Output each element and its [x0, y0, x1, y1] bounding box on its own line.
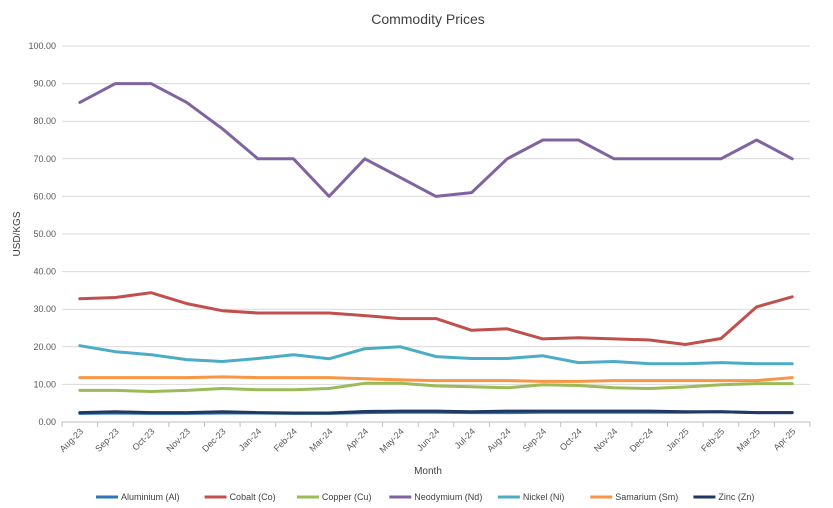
y-tick-label: 0.00	[38, 417, 56, 427]
legend-item: Copper (Cu)	[296, 492, 372, 502]
legend-label: Cobalt (Co)	[230, 492, 276, 502]
legend-item: Aluminium (Al)	[96, 492, 180, 502]
legend-label: Aluminium (Al)	[121, 492, 180, 502]
y-axis-label: USD/KGS	[12, 211, 23, 256]
x-axis-label: Month	[414, 466, 442, 477]
y-tick-label: 20.00	[33, 342, 56, 352]
series-line	[78, 344, 794, 366]
legend: Aluminium (Al) Cobalt (Co) Copper (Cu) Neod…	[96, 492, 754, 502]
legend-label: Nickel (Ni)	[523, 492, 565, 502]
y-tick-label: 90.00	[33, 79, 56, 89]
legend-label: Zinc (Zn)	[718, 492, 754, 502]
legend-label: Neodymium (Nd)	[414, 492, 482, 502]
series-line	[78, 409, 794, 415]
y-tick-label: 100.00	[28, 41, 56, 51]
legend-label: Samarium (Sm)	[615, 492, 678, 502]
series-lines	[78, 82, 794, 415]
y-tick-label: 80.00	[33, 116, 56, 126]
gridlines	[62, 45, 810, 423]
legend-item: Nickel (Ni)	[497, 492, 565, 502]
y-tick-label: 60.00	[33, 191, 56, 201]
y-tick-label: 50.00	[33, 229, 56, 239]
legend-item: Zinc (Zn)	[693, 492, 754, 502]
legend-item: Cobalt (Co)	[204, 492, 276, 502]
y-tick-label: 40.00	[33, 267, 56, 277]
y-tick-label: 10.00	[33, 379, 56, 389]
y-tick-label: 70.00	[33, 154, 56, 164]
legend-item: Samarium (Sm)	[590, 492, 678, 502]
legend-item: Neodymium (Nd)	[389, 492, 482, 502]
series-line	[78, 82, 794, 198]
y-tick-label: 30.00	[33, 304, 56, 314]
series-line	[78, 381, 794, 393]
series-line	[78, 291, 794, 346]
legend-label: Copper (Cu)	[322, 492, 372, 502]
series-line	[78, 375, 794, 383]
chart-title: Commodity Prices	[371, 11, 485, 27]
y-axis-ticks: 0.00 10.00 20.00 30.00 40.00 50.00 60.00 70.00 8…	[28, 41, 56, 427]
